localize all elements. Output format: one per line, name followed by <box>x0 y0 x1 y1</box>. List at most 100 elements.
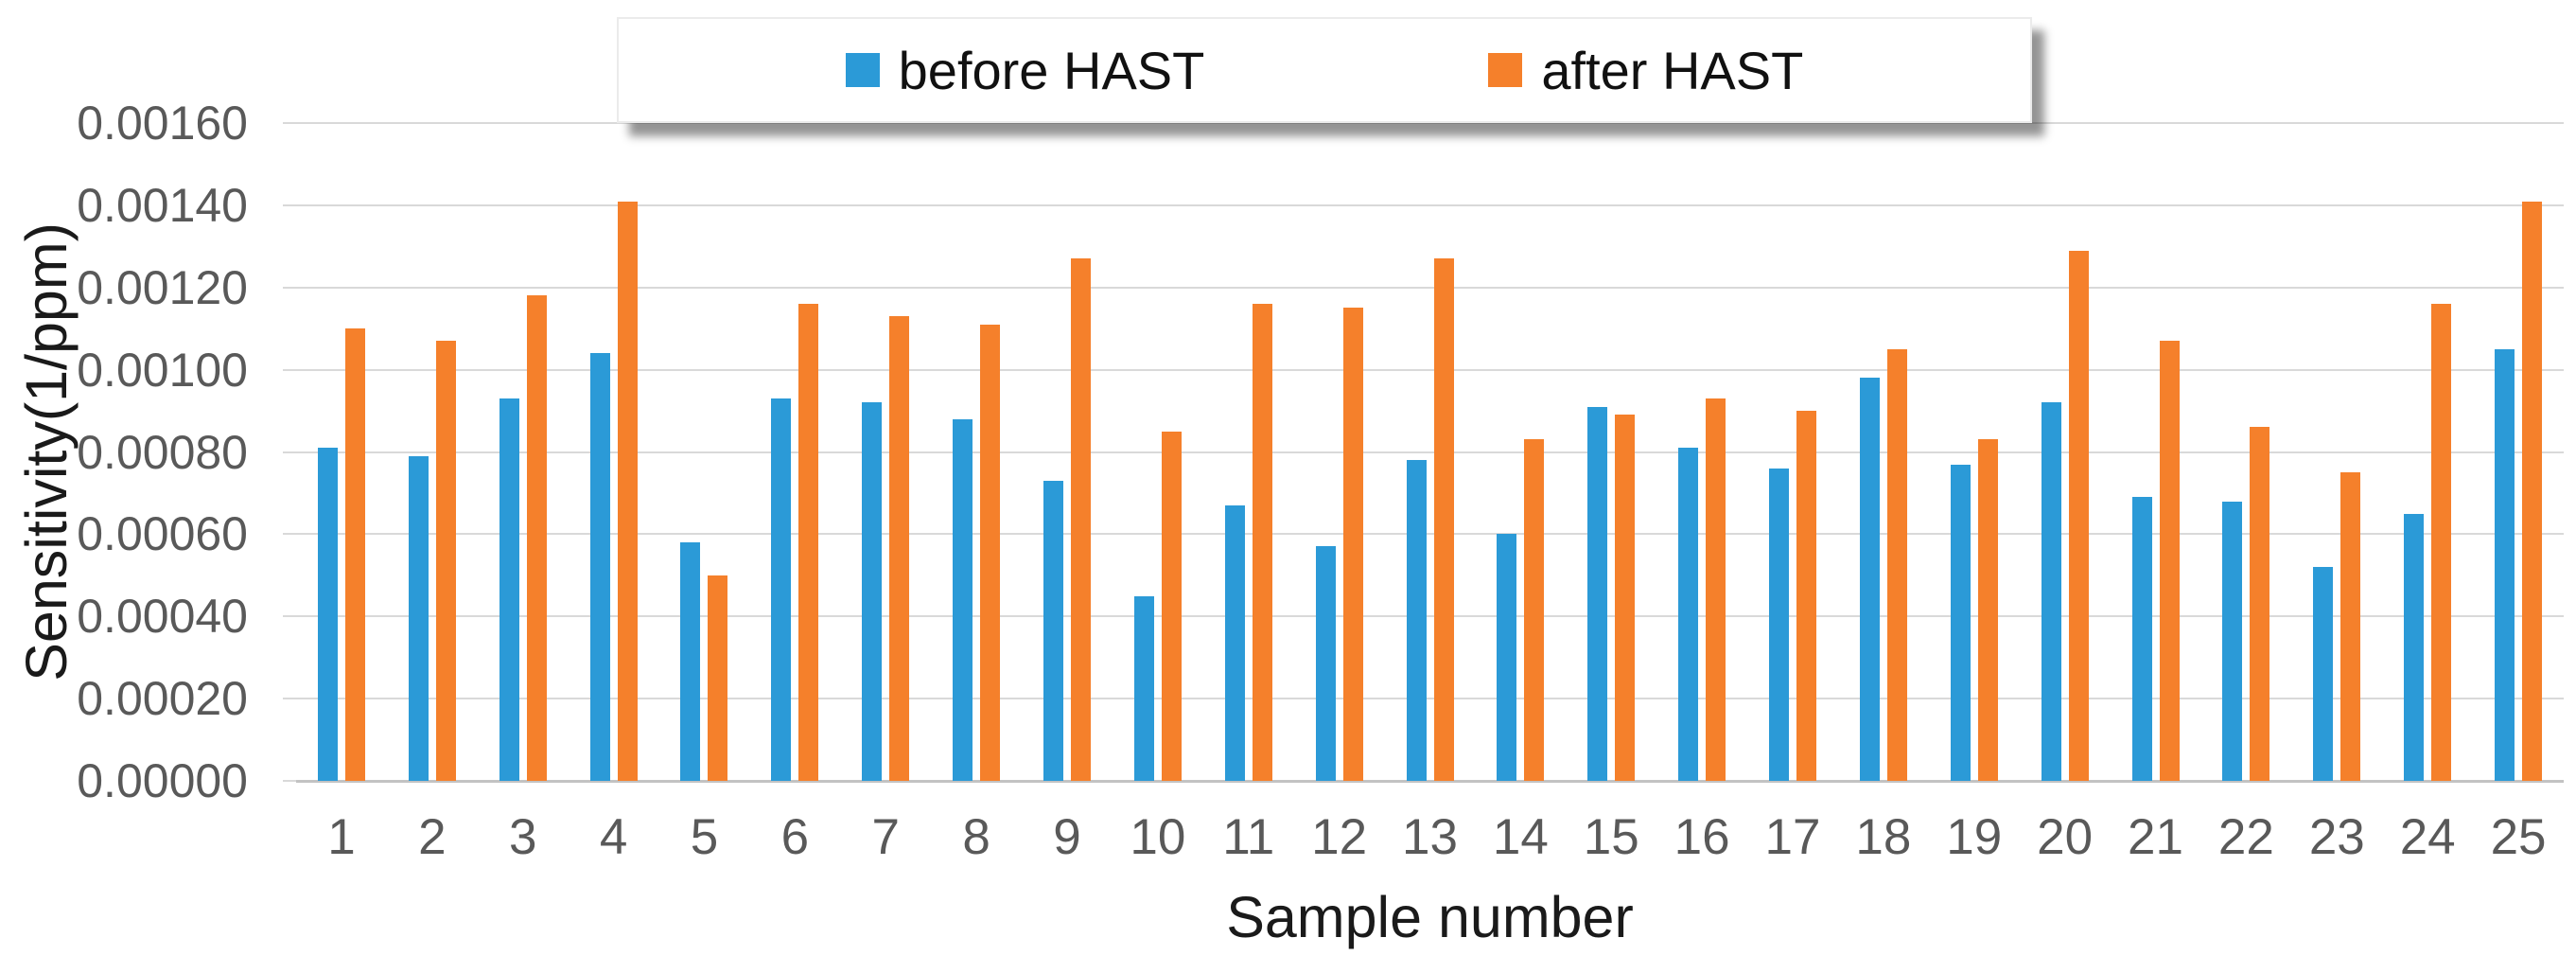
x-tick-label: 3 <box>508 809 537 865</box>
x-tick-label: 12 <box>1311 809 1368 865</box>
x-tick-label: 11 <box>1222 809 1275 865</box>
y-tick-label: 0.00060 <box>77 507 248 561</box>
y-tick-label: 0.00000 <box>77 754 248 807</box>
x-tick-label: 2 <box>418 809 447 865</box>
gridline <box>296 698 2564 700</box>
y-tick-label: 0.00140 <box>77 178 248 232</box>
bar-after-sample-8 <box>980 324 1001 781</box>
bar-after-sample-7 <box>889 316 910 781</box>
x-tick-label: 4 <box>599 809 628 865</box>
bar-after-sample-16 <box>1706 398 1726 781</box>
y-tick-label: 0.00120 <box>77 260 248 314</box>
x-tick-label: 10 <box>1130 809 1186 865</box>
y-tick-label: 0.00040 <box>77 590 248 644</box>
bar-before-sample-1 <box>317 448 338 781</box>
legend-item-before-hast: before HAST <box>845 40 1205 101</box>
y-tick-label: 0.00020 <box>77 672 248 726</box>
x-tick-label: 21 <box>2128 809 2183 865</box>
legend-label-before-hast: before HAST <box>898 40 1205 100</box>
bar-before-sample-4 <box>589 353 610 781</box>
bar-after-sample-11 <box>1252 304 1272 781</box>
y-tick-label: 0.00160 <box>77 97 248 150</box>
x-tick-label: 14 <box>1492 809 1549 865</box>
gridline <box>296 533 2564 536</box>
bar-before-sample-9 <box>1043 480 1063 781</box>
y-axis-tick-mark <box>283 451 296 453</box>
bar-after-sample-23 <box>2340 472 2361 781</box>
bar-before-sample-3 <box>499 398 519 781</box>
bar-after-sample-25 <box>2522 201 2543 781</box>
bar-after-sample-20 <box>2068 250 2089 781</box>
before-hast-swatch-icon <box>845 53 880 87</box>
y-axis-tick-labels: 0.00000 0.00020 0.00040 0.00060 0.00080 0.001… <box>0 0 248 973</box>
gridline <box>296 203 2564 206</box>
x-tick-label: 24 <box>2399 809 2456 865</box>
bar-after-sample-9 <box>1070 258 1091 781</box>
y-axis-tick-mark <box>283 286 296 289</box>
x-tick-label: 7 <box>871 809 900 865</box>
bar-after-sample-1 <box>344 328 365 781</box>
bar-after-sample-3 <box>526 295 547 781</box>
bar-before-sample-8 <box>953 418 973 781</box>
x-tick-label: 13 <box>1402 809 1458 865</box>
y-axis-tick-mark <box>283 698 296 700</box>
y-axis-tick-mark <box>283 122 296 124</box>
bar-before-sample-18 <box>1859 378 1880 781</box>
bar-before-sample-6 <box>771 398 792 781</box>
bar-after-sample-12 <box>1342 308 1363 781</box>
bar-before-sample-22 <box>2222 501 2243 781</box>
bar-after-sample-19 <box>1977 439 1998 781</box>
x-axis-baseline <box>296 780 2564 783</box>
bar-before-sample-20 <box>2041 402 2061 781</box>
x-tick-label: 5 <box>690 809 719 865</box>
bar-before-sample-11 <box>1224 504 1245 781</box>
x-tick-label: 18 <box>1855 809 1912 865</box>
legend-item-after-hast: after HAST <box>1488 40 1803 101</box>
x-tick-label: 9 <box>1053 809 1081 865</box>
bar-after-sample-13 <box>1433 258 1454 781</box>
bar-after-sample-15 <box>1615 415 1636 781</box>
after-hast-swatch-icon <box>1488 53 1523 87</box>
bar-after-sample-24 <box>2431 304 2452 781</box>
bar-after-sample-18 <box>1886 348 1907 781</box>
legend-label-after-hast: after HAST <box>1541 40 1804 100</box>
bar-after-sample-21 <box>2159 341 2180 781</box>
bar-after-sample-10 <box>1161 431 1182 781</box>
bar-after-sample-2 <box>435 341 456 781</box>
x-tick-label: 1 <box>327 809 356 865</box>
y-tick-label: 0.00100 <box>77 343 248 397</box>
bar-after-sample-14 <box>1524 439 1545 781</box>
bar-after-sample-6 <box>798 304 819 781</box>
legend-box: before HAST after HAST <box>617 17 2032 123</box>
x-tick-label: 6 <box>780 809 810 865</box>
bar-after-sample-4 <box>617 201 638 781</box>
x-tick-label: 25 <box>2490 809 2547 865</box>
gridline <box>296 368 2564 371</box>
bar-before-sample-10 <box>1133 595 1154 781</box>
bar-before-sample-24 <box>2404 513 2425 781</box>
bar-after-sample-5 <box>708 575 728 781</box>
gridline <box>296 451 2564 453</box>
x-tick-label: 19 <box>1946 809 2003 865</box>
x-tick-label: 20 <box>2037 809 2094 865</box>
x-axis-tick-labels: 1 2 3 4 5 6 7 8 9 10 11 12 13 14 15 16 17 18 19 20 21 22 23 24 2… <box>0 810 2576 867</box>
gridline <box>296 615 2564 618</box>
x-tick-label: 22 <box>2217 809 2274 865</box>
bar-before-sample-19 <box>1950 464 1971 781</box>
gridline <box>296 122 2564 124</box>
bar-before-sample-17 <box>1769 468 1790 781</box>
bar-before-sample-7 <box>862 402 883 781</box>
bar-before-sample-12 <box>1315 546 1336 781</box>
bar-before-sample-13 <box>1406 460 1427 781</box>
bar-before-sample-5 <box>680 542 701 781</box>
bar-after-sample-22 <box>2250 427 2270 781</box>
x-tick-label: 23 <box>2308 809 2365 865</box>
bar-before-sample-23 <box>2313 567 2334 781</box>
bar-after-sample-17 <box>1796 411 1817 781</box>
x-axis-title: Sample number <box>1226 885 1634 949</box>
plot-area <box>283 122 2564 783</box>
bar-before-sample-25 <box>2495 348 2515 781</box>
bar-before-sample-2 <box>408 455 429 781</box>
bar-before-sample-15 <box>1587 406 1608 781</box>
